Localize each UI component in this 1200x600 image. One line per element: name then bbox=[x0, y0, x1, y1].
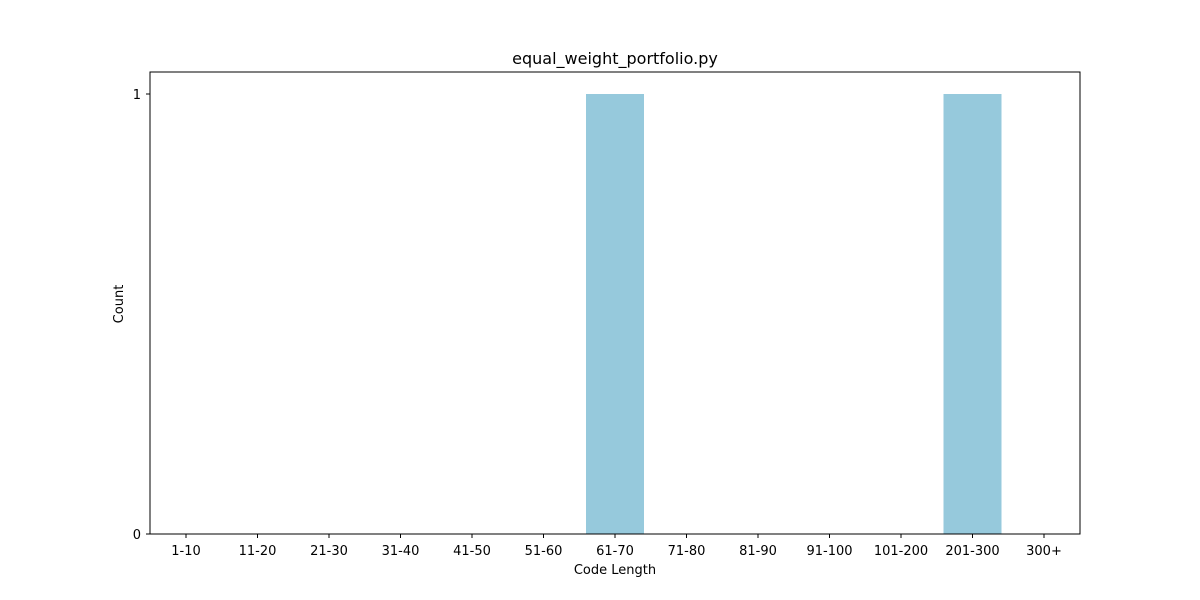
chart-title: equal_weight_portfolio.py bbox=[512, 49, 718, 69]
y-tick-label: 1 bbox=[133, 88, 141, 103]
x-tick-label: 31-40 bbox=[382, 544, 420, 559]
y-tick-label: 0 bbox=[133, 528, 141, 543]
bar-61-70 bbox=[586, 94, 644, 534]
bar-201-300 bbox=[944, 94, 1002, 534]
x-axis-label: Code Length bbox=[574, 563, 656, 578]
x-tick-label: 71-80 bbox=[668, 544, 706, 559]
y-axis-label: Count bbox=[112, 285, 127, 324]
x-tick-label: 11-20 bbox=[239, 544, 277, 559]
x-tick-label: 51-60 bbox=[525, 544, 563, 559]
x-tick-label: 61-70 bbox=[596, 544, 634, 559]
x-tick-label: 41-50 bbox=[453, 544, 491, 559]
x-tick-label: 91-100 bbox=[806, 544, 852, 559]
x-tick-label: 21-30 bbox=[310, 544, 348, 559]
x-tick-label: 300+ bbox=[1026, 544, 1062, 559]
x-tick-label: 1-10 bbox=[171, 544, 201, 559]
x-tick-label: 201-300 bbox=[945, 544, 999, 559]
x-tick-label: 101-200 bbox=[874, 544, 928, 559]
x-tick-label: 81-90 bbox=[739, 544, 777, 559]
